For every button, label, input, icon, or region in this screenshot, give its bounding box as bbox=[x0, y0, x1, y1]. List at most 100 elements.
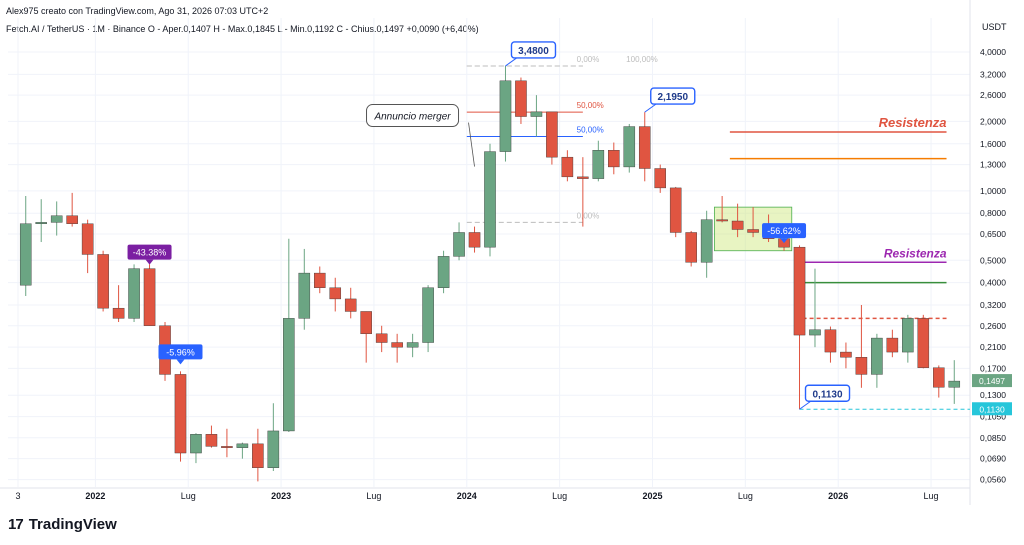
candle-body bbox=[329, 287, 342, 300]
candle-body bbox=[468, 232, 481, 248]
candle-body bbox=[313, 272, 326, 288]
candle-body bbox=[66, 215, 78, 224]
y-tick-label: 0,1300 bbox=[980, 390, 1006, 400]
y-tick-label: 0,1700 bbox=[980, 363, 1006, 373]
x-tick-label: 2023 bbox=[271, 491, 291, 501]
callout-box bbox=[804, 384, 851, 402]
fib-level-label: 0,00% bbox=[577, 55, 600, 64]
price-tag bbox=[972, 374, 1012, 388]
x-tick-label: 2024 bbox=[457, 491, 477, 501]
x-tick-label: Lug bbox=[924, 491, 939, 501]
candle-body bbox=[933, 367, 945, 388]
candle-body bbox=[221, 446, 233, 448]
candle-body bbox=[948, 380, 961, 388]
pct-badge-arrow bbox=[780, 238, 789, 244]
candle-body bbox=[685, 232, 697, 263]
y-tick-label: 0,0560 bbox=[980, 475, 1006, 485]
y-tick-label: 0,4000 bbox=[980, 278, 1006, 288]
y-tick-label: 0,3200 bbox=[980, 300, 1006, 310]
pct-badge-label: -56.62% bbox=[767, 226, 801, 236]
tradingview-logo: 17 TradingView bbox=[8, 516, 117, 533]
candle-body bbox=[716, 219, 728, 222]
pct-badge-arrow bbox=[145, 259, 154, 265]
candle-body bbox=[81, 223, 94, 255]
price-tag bbox=[972, 402, 1012, 416]
candle-body bbox=[205, 434, 218, 447]
y-tick-label: 0,2600 bbox=[980, 321, 1006, 331]
candle-body bbox=[669, 187, 682, 233]
candle-body bbox=[546, 111, 558, 158]
candle-body bbox=[453, 232, 465, 257]
price-tag-label: 0,1130 bbox=[979, 404, 1005, 414]
y-tick-label: 0,6500 bbox=[980, 229, 1006, 239]
annotation-label: Annuncio merger bbox=[373, 112, 451, 123]
y-tick-label: 0,8000 bbox=[980, 208, 1006, 218]
candle-body bbox=[112, 307, 125, 319]
x-tick-label: 3 bbox=[15, 491, 20, 501]
tradingview-mark-icon: 17 bbox=[8, 516, 24, 533]
pct-badge bbox=[127, 244, 172, 260]
candle-body bbox=[35, 222, 47, 224]
tradingview-wordmark: TradingView bbox=[28, 516, 117, 533]
callout-label: 0,1130 bbox=[812, 389, 842, 400]
candle-body bbox=[809, 329, 821, 336]
candle-body bbox=[375, 333, 388, 343]
candle-body bbox=[654, 168, 667, 189]
candle-body bbox=[638, 126, 651, 169]
candle-body bbox=[344, 298, 357, 312]
y-tick-label: 1,6000 bbox=[980, 139, 1006, 149]
candle-body bbox=[50, 215, 63, 223]
callout-label: 2,1950 bbox=[657, 92, 688, 103]
y-tick-label: 0,1050 bbox=[980, 412, 1006, 422]
callout-box bbox=[650, 87, 696, 105]
candle-body bbox=[236, 443, 249, 448]
pct-badge-arrow bbox=[176, 359, 185, 365]
y-tick-label: 0,2100 bbox=[980, 342, 1006, 352]
y-tick-label: 0,0690 bbox=[980, 454, 1006, 464]
x-tick-label: Lug bbox=[366, 491, 381, 501]
x-tick-label: 2026 bbox=[828, 491, 848, 501]
currency-label: USDT bbox=[982, 22, 1007, 32]
y-tick-label: 1,0000 bbox=[980, 186, 1006, 196]
candle-body bbox=[190, 434, 202, 454]
resistance-label: Resistenza bbox=[879, 115, 947, 130]
callout-label: 3,4800 bbox=[518, 46, 549, 57]
candle-body bbox=[793, 246, 806, 336]
author-line: Alex975 creato con TradingView.com, Ago … bbox=[6, 6, 269, 16]
candle-body bbox=[391, 342, 403, 348]
x-tick-label: 2022 bbox=[85, 491, 105, 501]
price-tag-label: 0,1497 bbox=[979, 376, 1005, 386]
candle-body bbox=[97, 254, 109, 309]
fib-level-label: 50,00% bbox=[577, 101, 604, 110]
fib-level-label: 100,00% bbox=[626, 55, 658, 64]
candle-body bbox=[886, 337, 899, 353]
candle-body bbox=[298, 272, 311, 319]
pct-badge-label: -5.96% bbox=[166, 347, 195, 357]
resistance-label: Resistenza bbox=[884, 246, 947, 260]
y-tick-label: 0,5000 bbox=[980, 255, 1006, 265]
candle-body bbox=[561, 156, 574, 178]
y-tick-label: 3,2000 bbox=[980, 69, 1006, 79]
candle-body bbox=[360, 311, 372, 335]
candle-body bbox=[592, 150, 605, 179]
candle-body bbox=[902, 318, 914, 353]
candle-body bbox=[731, 220, 744, 230]
y-tick-label: 2,6000 bbox=[980, 90, 1006, 100]
candle-body bbox=[623, 126, 636, 168]
candle-body bbox=[422, 287, 434, 343]
candle-body bbox=[267, 430, 280, 468]
y-tick-label: 4,0000 bbox=[980, 47, 1006, 57]
candle-body bbox=[252, 443, 264, 468]
x-tick-label: 2025 bbox=[642, 491, 662, 501]
candle-body bbox=[128, 268, 140, 319]
candle-body bbox=[577, 176, 589, 179]
candle-body bbox=[283, 318, 295, 432]
y-tick-label: 0,0850 bbox=[980, 433, 1006, 443]
pct-badge bbox=[762, 223, 807, 239]
fib-level-label: 0,00% bbox=[577, 211, 600, 220]
symbol-legend: Fetch.AI / TetherUS · 1M · Binance O - A… bbox=[6, 24, 479, 34]
candle-body bbox=[437, 256, 450, 288]
candle-body bbox=[855, 357, 868, 375]
candle-body bbox=[840, 351, 852, 358]
